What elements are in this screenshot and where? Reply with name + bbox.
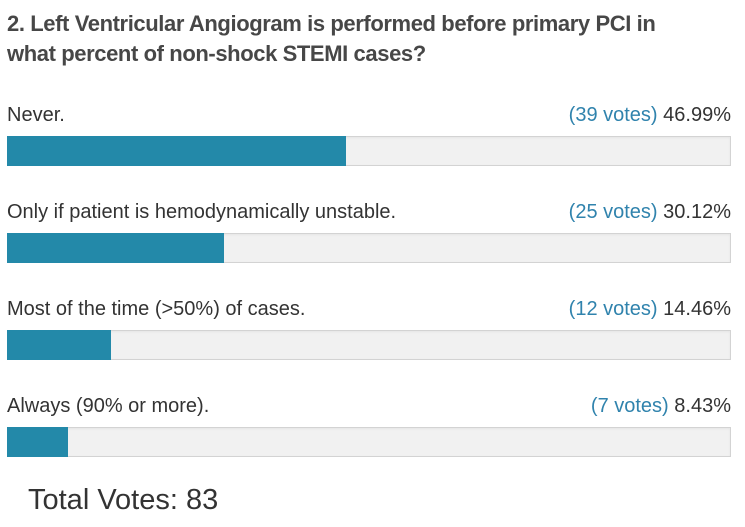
option-votes-count: (25 votes) — [568, 201, 658, 223]
poll-question-title: 2. Left Ventricular Angiogram is perform… — [7, 9, 731, 69]
option-head: Never. (39 votes) 46.99% — [7, 103, 731, 127]
poll-option-never: Never. (39 votes) 46.99% — [7, 103, 731, 166]
result-bar-fill — [7, 136, 347, 166]
option-label: Most of the time (>50%) of cases. — [7, 298, 306, 320]
option-label: Never. — [7, 104, 65, 126]
result-bar-track — [7, 233, 731, 263]
result-bar-track — [7, 136, 731, 166]
option-label: Only if patient is hemodynamically unsta… — [7, 201, 397, 223]
option-stats: (7 votes) 8.43% — [591, 394, 731, 418]
option-stats: (39 votes) 46.99% — [569, 103, 731, 127]
option-stats: (12 votes) 14.46% — [569, 297, 731, 321]
option-percent: 46.99% — [663, 104, 731, 126]
option-head: Only if patient is hemodynamically unsta… — [7, 200, 731, 224]
option-percent: 8.43% — [674, 395, 731, 417]
result-bar-fill — [7, 427, 68, 457]
result-bar-fill — [7, 330, 112, 360]
option-stats: (25 votes) 30.12% — [569, 200, 731, 224]
option-votes-count: (7 votes) — [590, 395, 669, 417]
result-bar-fill — [7, 233, 225, 263]
option-percent: 14.46% — [663, 298, 731, 320]
option-label: Always (90% or more). — [7, 395, 210, 417]
option-head: Always (90% or more). (7 votes) 8.43% — [7, 394, 731, 418]
result-bar-track — [7, 330, 731, 360]
poll-option-unstable: Only if patient is hemodynamically unsta… — [7, 200, 731, 263]
option-votes-count: (12 votes) — [568, 298, 658, 320]
option-percent: 30.12% — [663, 201, 731, 223]
poll-question-title-line2: what percent of non-shock STEMI cases? — [7, 41, 426, 66]
poll-option-most-of-time: Most of the time (>50%) of cases. (12 vo… — [7, 297, 731, 360]
option-votes-count: (39 votes) — [568, 104, 658, 126]
poll-option-always: Always (90% or more). (7 votes) 8.43% — [7, 394, 731, 457]
option-head: Most of the time (>50%) of cases. (12 vo… — [7, 297, 731, 321]
result-bar-track — [7, 427, 731, 457]
poll-question-title-line1: 2. Left Ventricular Angiogram is perform… — [7, 11, 656, 36]
total-votes: Total Votes: 83 — [28, 484, 219, 516]
